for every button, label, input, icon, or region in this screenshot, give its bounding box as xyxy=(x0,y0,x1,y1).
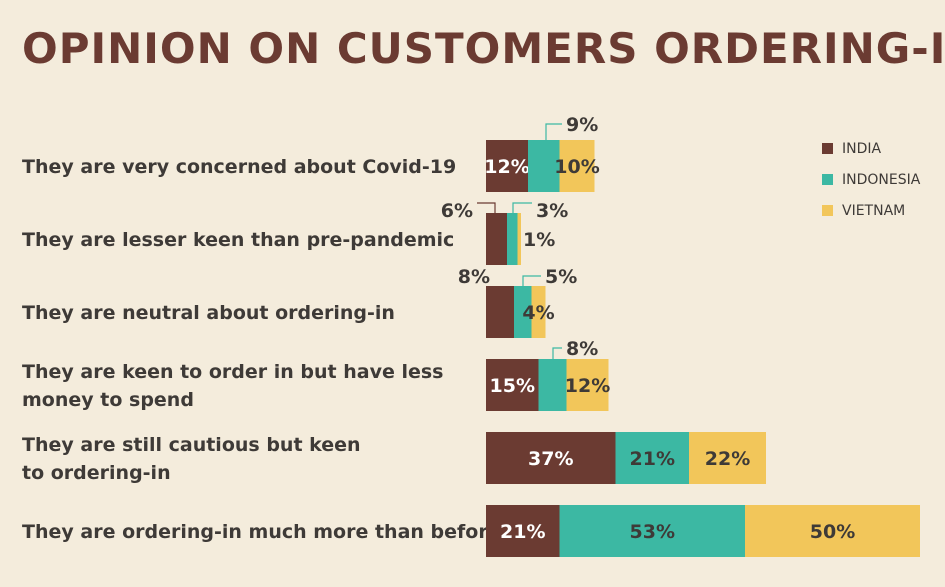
data-label: 4% xyxy=(522,302,554,324)
legend-label: INDONESIA xyxy=(842,172,921,188)
bar-segment-vietnam xyxy=(531,286,546,338)
bar-segment-indonesia xyxy=(528,140,560,192)
data-label: 9% xyxy=(566,114,598,136)
category-label-line: money to spend xyxy=(22,389,194,411)
bar-segment-india xyxy=(486,286,514,338)
category-label: They are very concerned about Covid-19 xyxy=(22,156,456,178)
leader-line xyxy=(477,202,496,213)
bar-segment-indonesia xyxy=(507,213,518,265)
bar-segment-vietnam xyxy=(745,505,920,557)
category-label-line: to ordering-in xyxy=(22,462,171,484)
data-label: 8% xyxy=(566,338,598,360)
data-label: 6% xyxy=(441,200,473,222)
category-label-line: They are still cautious but keen xyxy=(22,434,361,456)
bar-segment-india xyxy=(486,505,560,557)
data-label: 15% xyxy=(490,375,535,397)
bar-segment-india xyxy=(486,359,539,411)
bar-segment-indonesia xyxy=(615,432,689,484)
leader-line xyxy=(522,275,541,286)
leader-line xyxy=(545,123,562,140)
bar-segment-indonesia xyxy=(559,505,745,557)
legend-swatch xyxy=(822,205,833,216)
bar-segment-vietnam xyxy=(689,432,766,484)
bar-segment-vietnam xyxy=(559,140,595,192)
legend-label: INDIA xyxy=(842,141,882,157)
category-label: They are keen to order in but have less m… xyxy=(22,361,443,411)
data-label: 1% xyxy=(523,229,555,251)
bar-segment-vietnam xyxy=(566,359,609,411)
leader-line xyxy=(552,347,562,359)
data-label: 21% xyxy=(500,521,545,543)
data-label: 3% xyxy=(536,200,568,222)
data-label: 12% xyxy=(565,375,610,397)
bar-segment-indonesia xyxy=(538,359,567,411)
bar-segment-india xyxy=(486,213,507,265)
bar-segment-vietnam xyxy=(517,213,521,265)
category-label: They are ordering-in much more than befo… xyxy=(22,521,501,543)
chart-title: OPINION ON CUSTOMERS ORDERING-IN xyxy=(22,24,945,73)
category-label: They are lesser keen than pre-pandemic xyxy=(22,229,454,251)
data-label: 50% xyxy=(810,521,855,543)
data-label: 12% xyxy=(484,156,529,178)
category-label-line: They are keen to order in but have less xyxy=(22,361,443,383)
data-label: 5% xyxy=(545,266,577,288)
data-label: 21% xyxy=(630,448,675,470)
leader-line xyxy=(512,202,532,213)
data-label: 10% xyxy=(554,156,599,178)
bar-segment-india xyxy=(486,432,616,484)
data-label: 22% xyxy=(705,448,750,470)
legend-swatch xyxy=(822,143,833,154)
category-label: They are neutral about ordering-in xyxy=(22,302,395,324)
legend-label: VIETNAM xyxy=(842,203,905,219)
category-label: They are still cautious but keen to order… xyxy=(22,434,361,484)
bar-segment-indonesia xyxy=(514,286,532,338)
data-label: 8% xyxy=(458,266,490,288)
legend-swatch xyxy=(822,174,833,185)
bar-segment-india xyxy=(486,140,528,192)
data-label: 53% xyxy=(630,521,675,543)
data-label: 37% xyxy=(528,448,573,470)
